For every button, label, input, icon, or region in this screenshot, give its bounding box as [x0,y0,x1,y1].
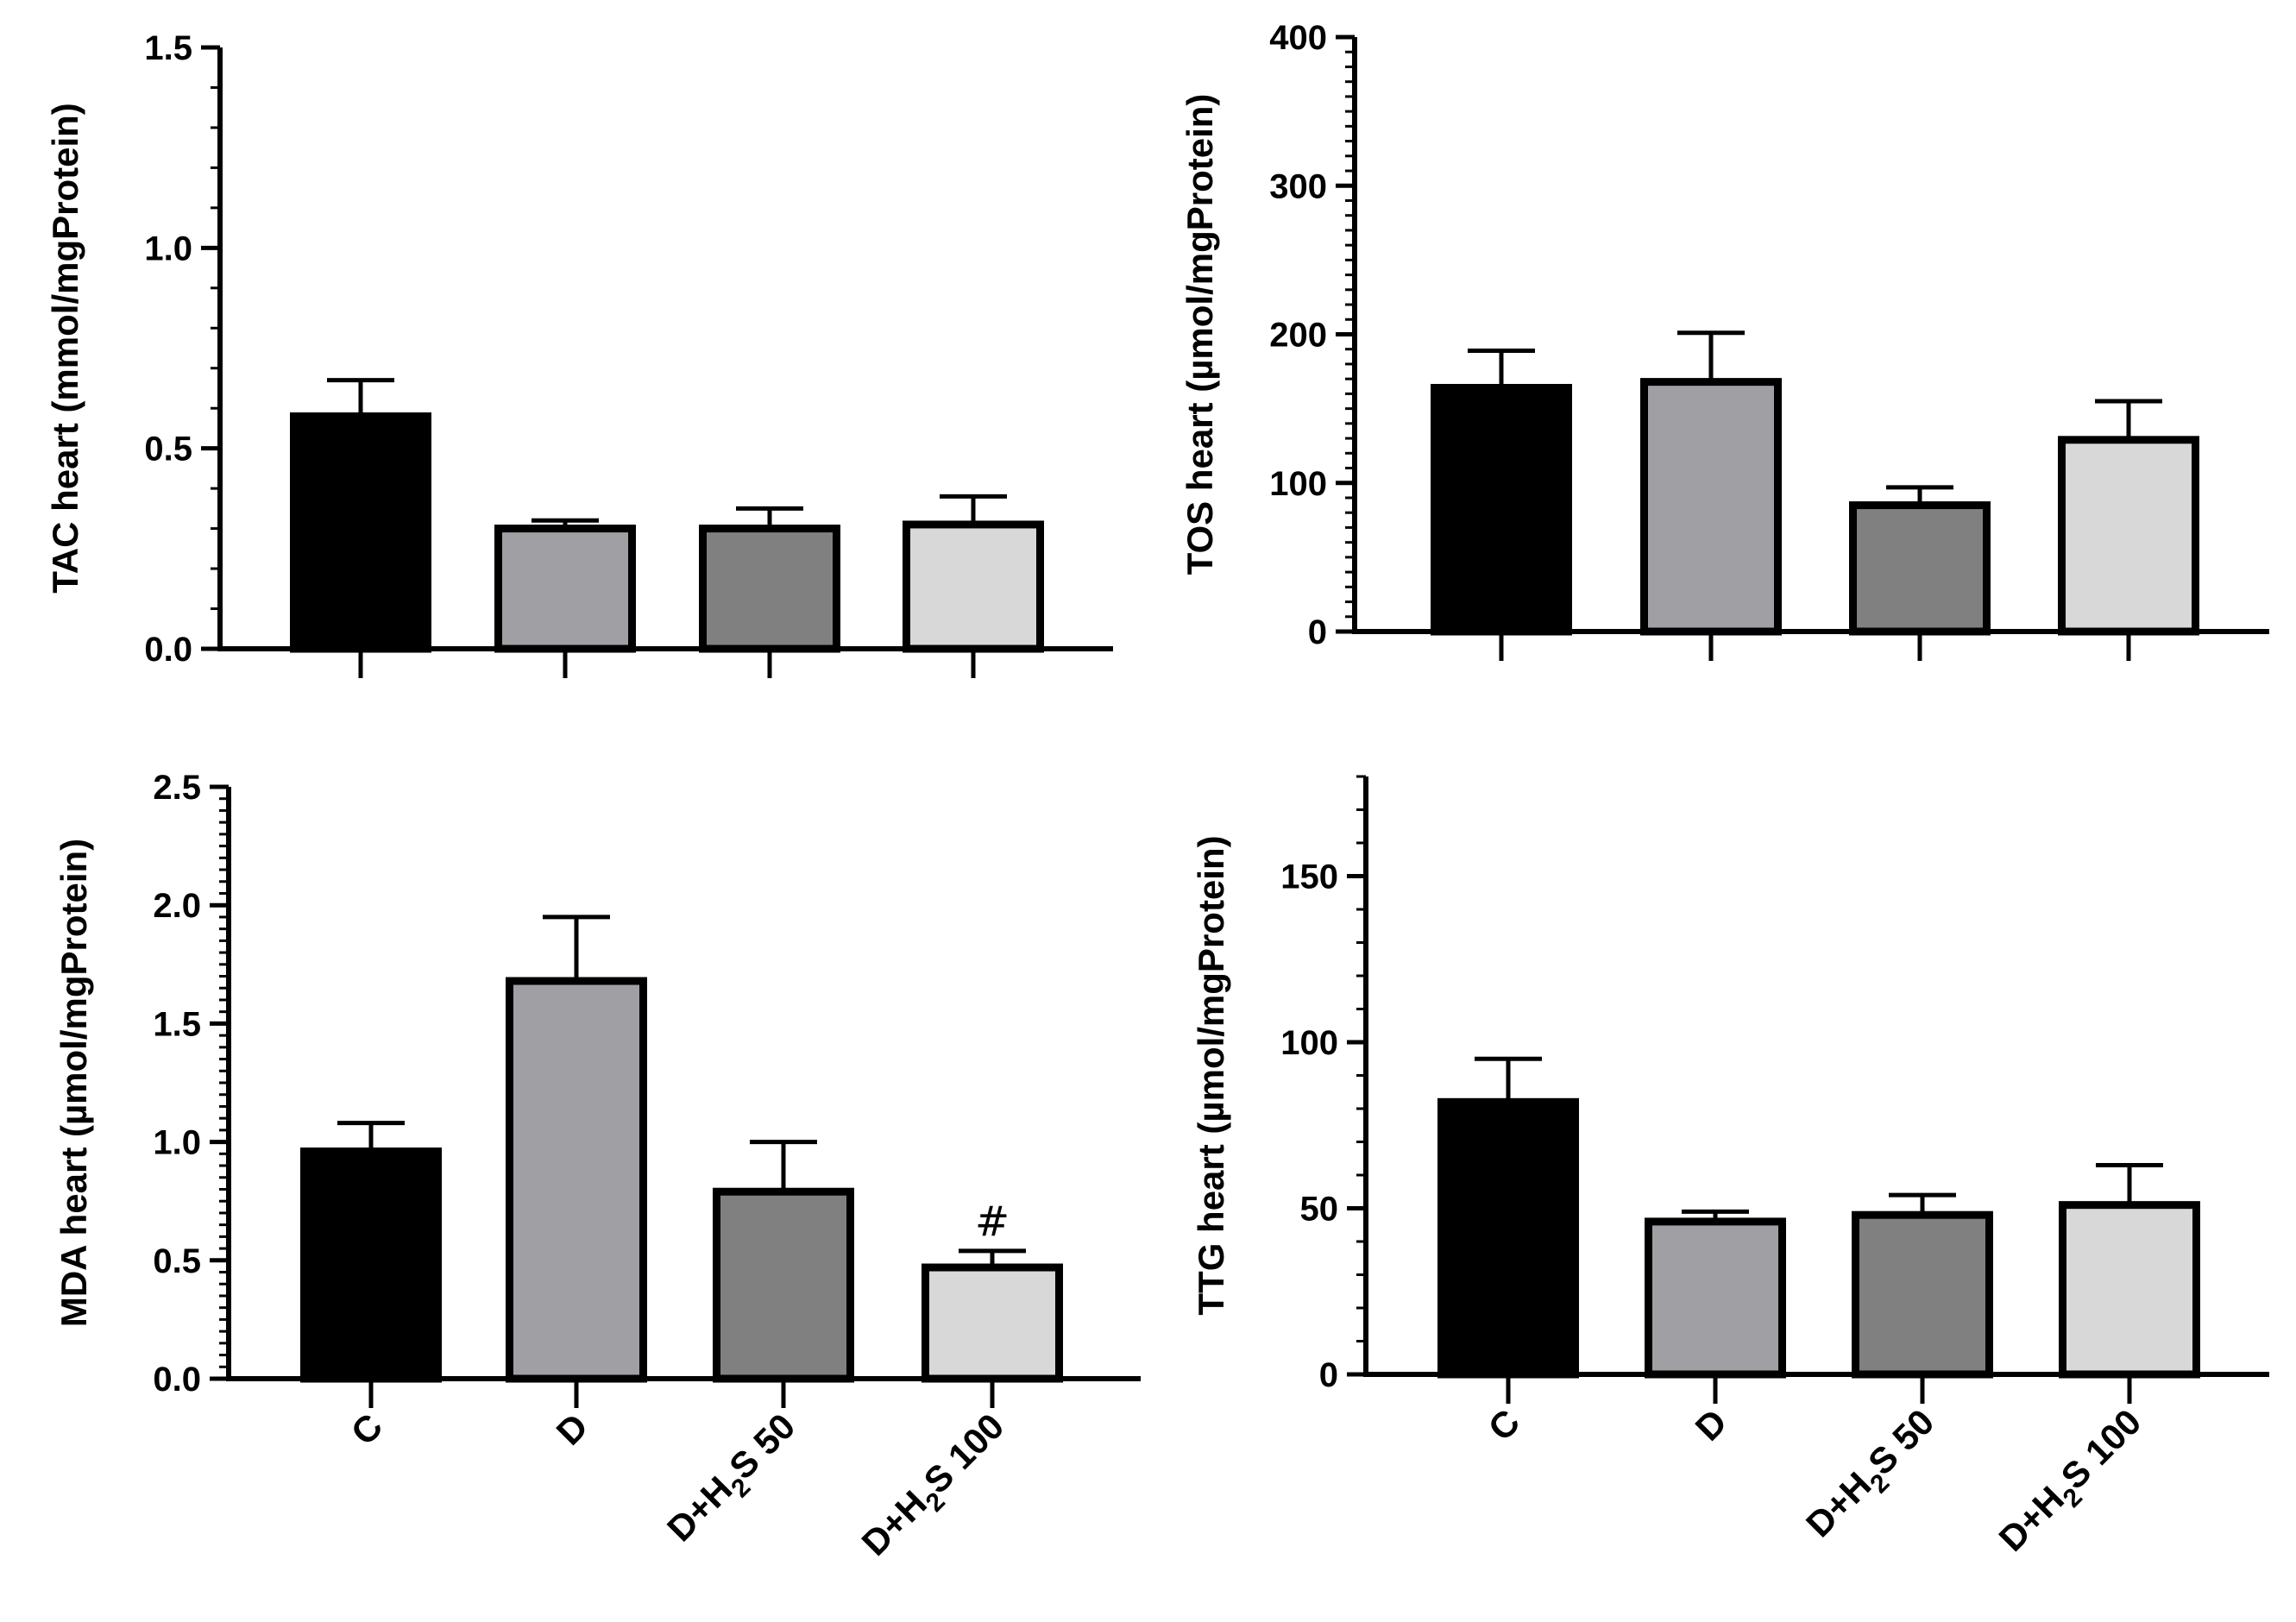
bar-4 [2058,436,2199,636]
y-axis-label: MDA heart (µmol/mgProtein) [53,839,94,1327]
y-axis-label: TTG heart (µmol/mgProtein) [1191,835,1231,1315]
x-tick-label: C [343,1405,391,1453]
y-tick-label: 0.5 [153,1242,201,1280]
y-tick-label: 0 [1319,1356,1338,1394]
y-tick-label: 0.0 [153,1361,201,1399]
x-tick-label: D+H2S 50 [1798,1401,1947,1550]
y-tick-label: 0 [1308,613,1327,651]
bar-1 [1431,384,1572,636]
bar-1 [290,412,431,653]
x-tick-label: D [1688,1401,1735,1449]
y-tick-label: 0.0 [144,631,192,669]
y-axis-label: TAC heart (mmol/mgProtein) [45,103,85,594]
y-tick-label: 100 [1280,1024,1338,1062]
y-tick-label: 50 [1300,1191,1339,1229]
y-tick-label: 100 [1269,465,1327,503]
bar-3 [1849,501,1991,636]
bar-1 [300,1147,442,1383]
y-tick-label: 200 [1269,317,1327,355]
bar-3 [1852,1210,1993,1379]
x-tick-label: D [549,1405,596,1453]
bar-4 [2059,1201,2200,1379]
bar-2 [1640,378,1782,636]
y-tick-label: 1.5 [144,29,192,67]
bar-3 [713,1187,854,1383]
y-tick-label: 2.5 [153,769,201,807]
chart-panel-top-right: TOS heart (µmol/mgProtein) 0 100 200 300 400 [1179,19,2269,661]
bar-2 [494,525,636,653]
y-tick-label: 400 [1269,19,1327,57]
chart-panel-top-left: TAC heart (mmol/mgProtein) 0.0 0.5 1.0 1.5 [45,29,1113,678]
x-tick-label: D+H2S 50 [659,1405,808,1555]
y-tick-label: 1.5 [153,1005,201,1043]
bar-2 [506,977,647,1383]
bar-4 [903,520,1044,653]
x-tick-label: D+H2S 100 [853,1405,1017,1569]
significance-marker: # [975,1198,1010,1246]
y-tick-label: 300 [1269,167,1327,205]
bar-3 [699,525,840,653]
x-tick-label: C [1481,1401,1528,1449]
y-tick-label: 150 [1280,858,1338,896]
y-tick-label: 2.0 [153,887,201,925]
chart-panel-bottom-left: MDA heart (µmol/mgProtein) #0.0 0.5 1.0 1.5 2… [53,769,1141,1569]
bar-4 [922,1263,1063,1383]
x-tick-label: D+H2S 100 [1991,1401,2154,1565]
y-tick-label: 1.0 [144,229,192,267]
y-axis-label: TOS heart (µmol/mgProtein) [1179,94,1220,575]
bar-2 [1645,1217,1786,1379]
bar-1 [1437,1097,1579,1379]
y-tick-label: 1.0 [153,1124,201,1162]
chart-panel-bottom-right: TTG heart (µmol/mgProtein) 0 50 100 150 C D D+H… [1191,775,2269,1565]
y-tick-label: 0.5 [144,431,192,468]
